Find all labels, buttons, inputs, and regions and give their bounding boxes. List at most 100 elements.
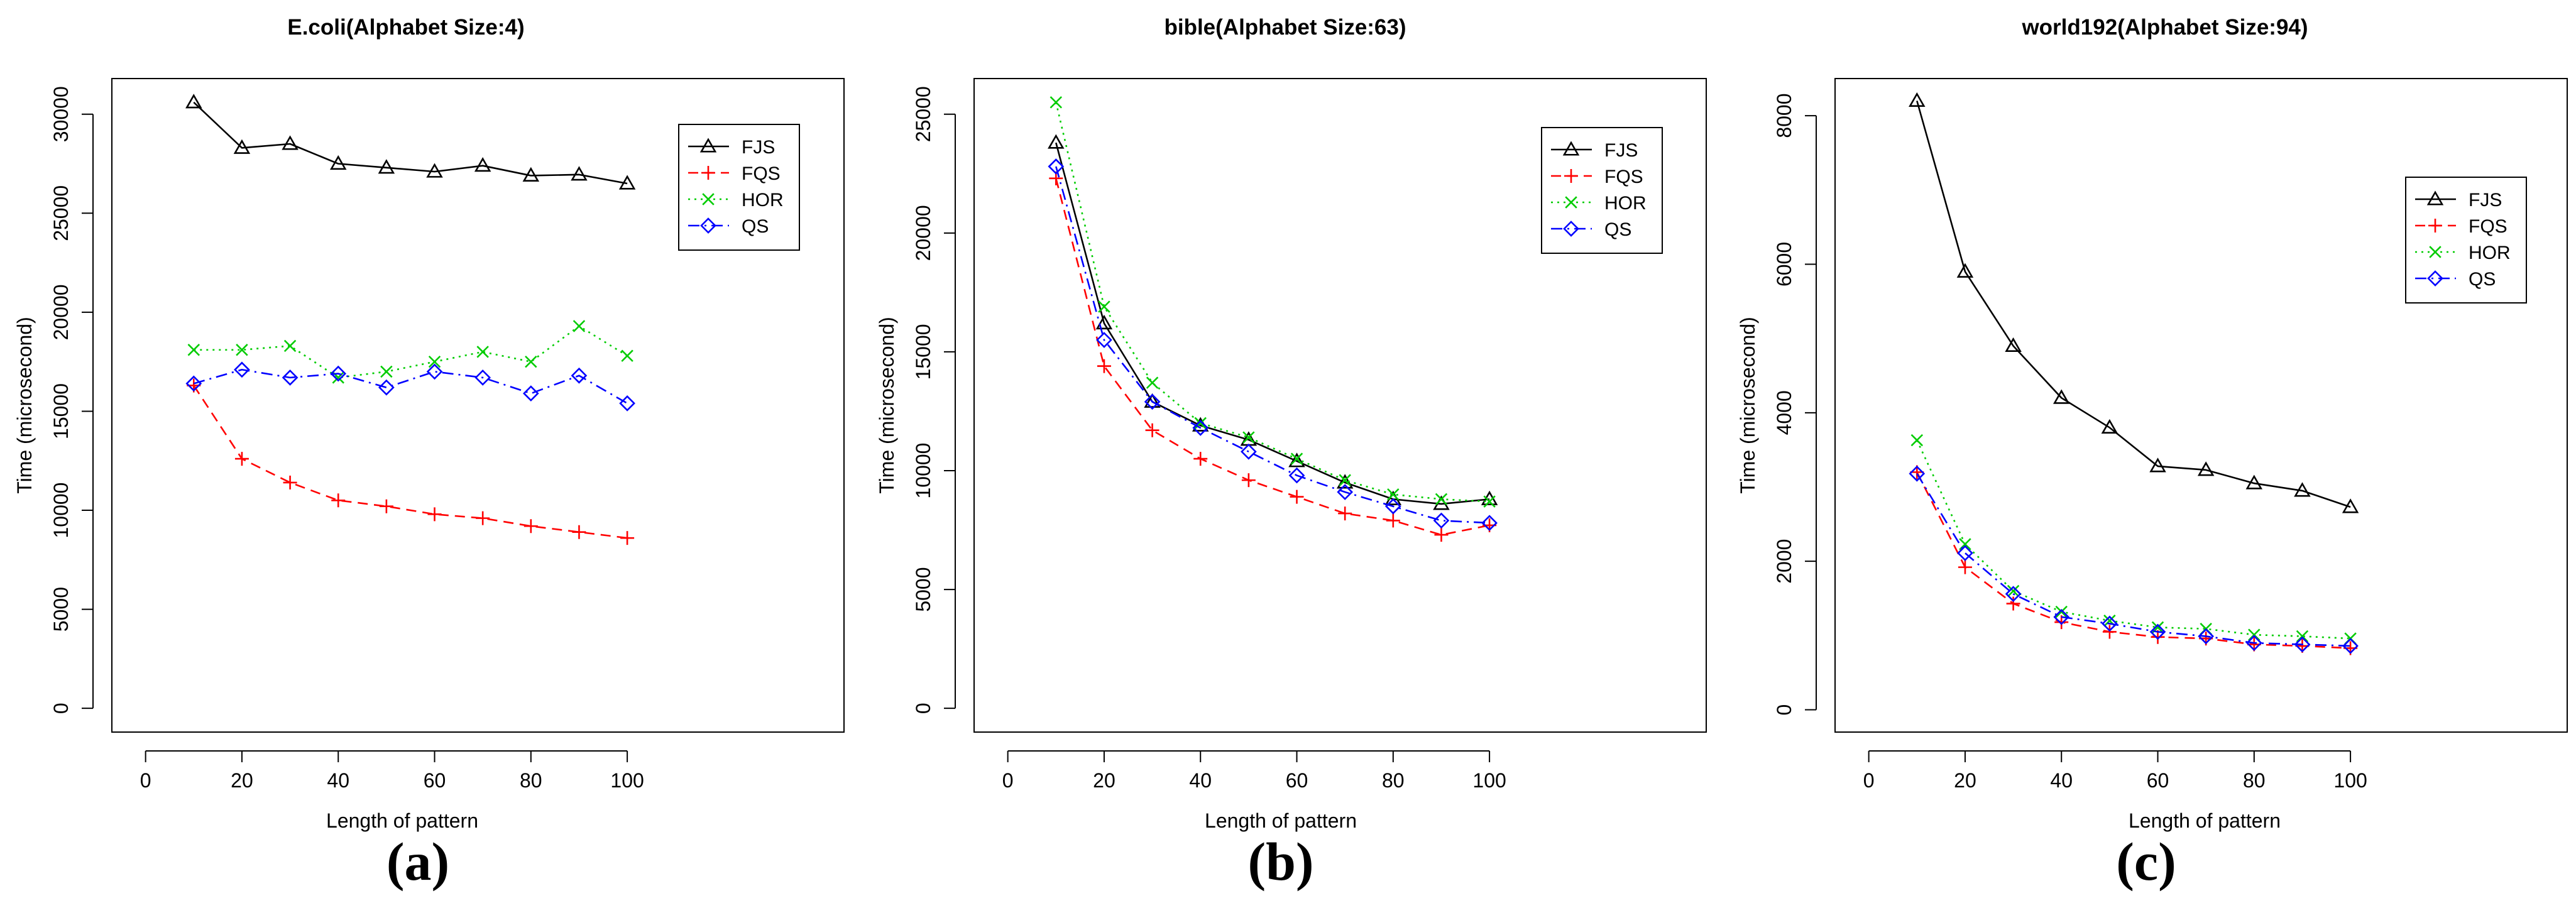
x-tick-label: 20 [1093,769,1115,792]
x-tick-label: 40 [327,769,349,792]
series-line-fjs [193,101,628,185]
data-point-hor [1242,431,1255,444]
data-point-fqs [283,475,297,490]
series-fqs [187,378,635,545]
data-point-hor [236,344,248,356]
y-axis-label: Time (microsecond) [1736,317,1759,494]
data-point-fqs [331,493,346,508]
data-point-fqs [427,507,442,522]
legend-box [2405,177,2527,304]
legend-label: FJS [2469,190,2502,211]
x-tick-label: 60 [1286,769,1308,792]
data-point-qs [474,369,491,386]
y-tick-label: 25000 [912,86,934,142]
x-tick-label: 60 [424,769,446,792]
y-axis: 0 5000 10000 15000 20000 25000 30000 [50,86,94,714]
data-point-fqs [1290,490,1304,504]
data-point-qs [2053,608,2070,625]
data-point-fqs [476,511,490,525]
data-point-fjs [1909,92,1926,107]
legend-label: HOR [742,190,784,211]
data-point-hor [1910,434,1924,447]
data-point-fjs [1095,314,1113,330]
legend-item-fqs: FQS [2415,216,2507,237]
data-point-fqs [1145,423,1159,437]
legend-box [1541,127,1663,254]
data-point-fqs [2006,596,2020,611]
y-tick-label: 15000 [912,324,934,380]
legend-label: HOR [1604,193,1647,214]
data-point-hor [1339,474,1351,486]
data-point-fjs [1288,452,1305,468]
data-point-hor [428,355,441,368]
legend-marker [1562,141,1580,156]
series-fjs [1048,134,1498,510]
legend-item-fjs: FJS [2415,190,2502,211]
series-qs [1909,465,2359,654]
legend-item-hor: HOR [688,190,784,211]
data-point-qs [2198,628,2215,645]
data-point-qs [2102,615,2118,632]
data-point-qs [1384,498,1401,515]
data-point-fqs [1338,506,1352,521]
data-point-qs [619,395,635,412]
legend-label: QS [2469,269,2496,290]
legend-label: HOR [2469,243,2511,263]
data-point-hor [1194,417,1207,430]
legend-item-qs: QS [688,216,769,237]
data-point-qs [1909,465,1926,482]
x-tick-label: 0 [140,769,151,792]
data-point-fjs [1144,393,1161,408]
data-point-fjs [329,155,347,170]
data-point-qs [522,385,539,402]
x-tick-label: 0 [1863,769,1875,792]
plot-frame [111,78,845,733]
data-point-fjs [2149,457,2166,473]
chart-title: E.coli(Alphabet Size:4) [287,15,524,40]
data-point-hor [2055,605,2068,618]
data-point-hor [1050,96,1063,109]
data-point-hor [1483,495,1496,508]
chart-panel-2: bible(Alphabet Size:63) 0 20 40 60 80 100 0 5000… [875,15,1707,892]
y-tick-label: 2000 [1773,539,1795,584]
legend-marker [699,138,717,153]
data-point-hor [283,339,297,353]
series-line-fqs [193,385,628,539]
data-point-qs [185,375,202,392]
y-tick-label: 10000 [50,483,72,539]
legend-item-fqs: FQS [1551,167,1643,187]
series-line-fjs [1055,142,1490,505]
plot-frame [1834,78,2568,733]
legend-label: FQS [1604,167,1643,187]
data-point-fqs [1241,473,1256,488]
data-point-fqs [1434,528,1449,542]
series-qs [1048,158,1498,532]
x-tick-label: 40 [1189,769,1212,792]
data-point-fjs [2101,419,2118,434]
x-axis-label: Length of pattern [1205,809,1357,832]
data-point-fjs [2197,461,2215,476]
chart-panel-3: world192(Alphabet Size:94) 0 20 40 60 80 100 0 2… [1736,15,2568,892]
data-point-hor [621,349,633,362]
y-tick-label: 20000 [912,205,934,261]
data-point-qs [378,379,395,396]
legend: FJS FQS HOR QS [1541,127,1663,254]
legend-marker [702,193,715,205]
data-point-fjs [2342,498,2359,513]
data-point-hor [525,355,537,368]
legend: FJS FQS HOR QS [678,124,800,251]
x-tick-label: 80 [1382,769,1405,792]
data-point-fjs [522,167,540,182]
legend-marker [2428,219,2442,233]
data-point-hor [380,365,393,378]
data-point-fjs [282,135,299,150]
series-hor [187,320,633,384]
data-point-fjs [571,166,588,181]
data-point-qs [1433,512,1450,529]
series-line-qs [1055,166,1490,524]
data-point-hor [2007,584,2020,598]
series-line-hor [1055,102,1490,503]
data-point-qs [234,361,250,378]
y-tick-label: 10000 [912,443,934,499]
y-axis-label: Time (microsecond) [13,317,36,494]
